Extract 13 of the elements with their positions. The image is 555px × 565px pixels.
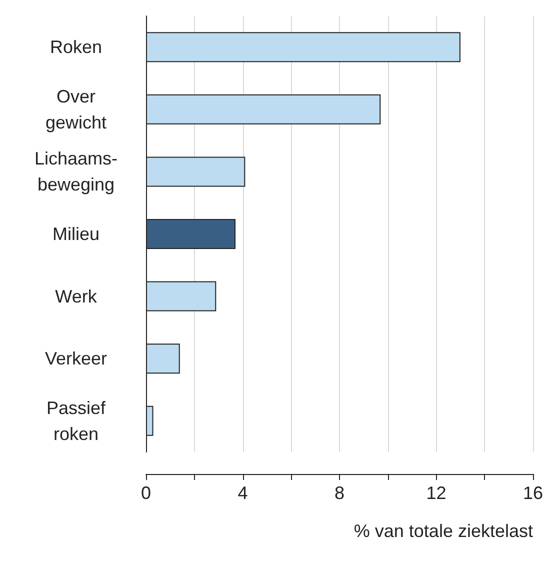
- x-tick-label: 8: [334, 483, 345, 503]
- y-tick-label: Passief roken: [46, 398, 107, 444]
- x-tick-label: 4: [238, 483, 248, 503]
- y-tick-label: Verkeer: [44, 348, 108, 369]
- x-tick-label: 0: [140, 483, 152, 503]
- y-tick-label: Milieu: [52, 224, 100, 244]
- y-tick-label: Roken: [50, 37, 102, 58]
- y-tick-label: Over gewicht: [45, 86, 107, 132]
- y-tick-label: Lichaams- beweging: [34, 148, 118, 195]
- x-tick-label: 12: [426, 483, 446, 503]
- x-axis-title: % van totale ziektelast: [354, 521, 533, 541]
- x-tick-label: 16: [522, 483, 544, 503]
- y-tick-label: Werk: [55, 286, 98, 306]
